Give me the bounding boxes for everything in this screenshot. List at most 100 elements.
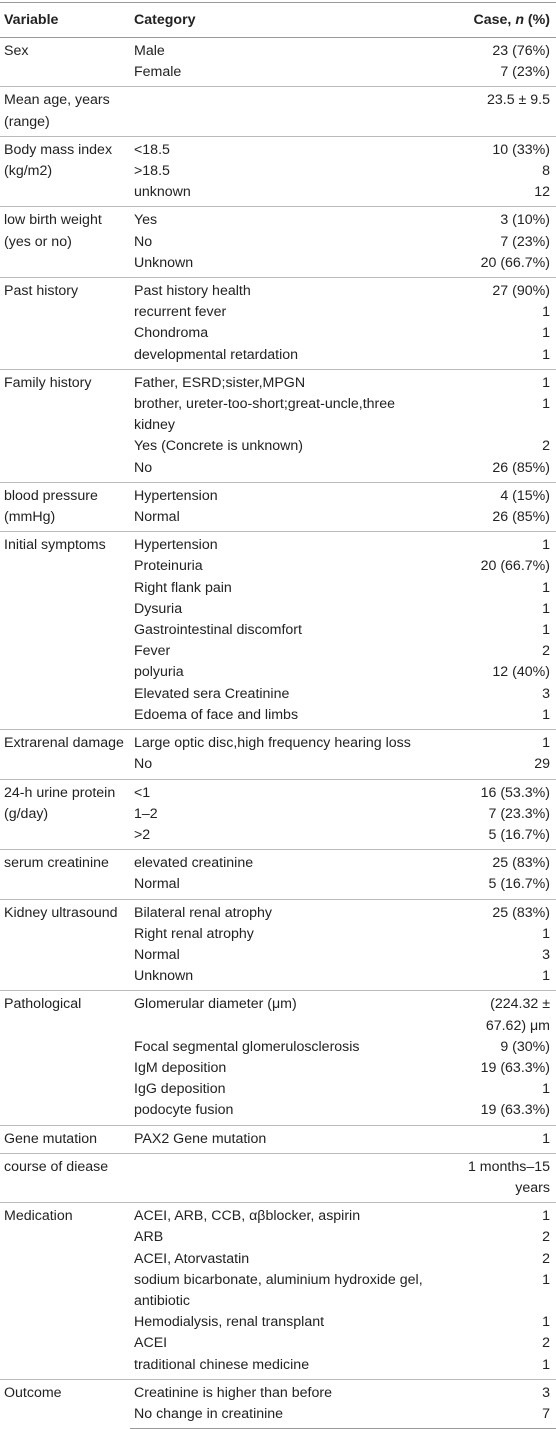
value-cell: 7 (23%): [500, 233, 550, 250]
category-cell: podocyte fusion: [134, 1102, 234, 1119]
category-cell: >2: [134, 826, 151, 843]
value-cell: 4 (15%): [442, 481, 556, 508]
category-cell: unknown: [134, 184, 191, 201]
variable-cell: course of diease: [0, 1152, 130, 1203]
value-cell: 1: [542, 706, 550, 723]
table-row: Fever 2: [0, 641, 556, 662]
table-row: No 7 (23%): [0, 232, 556, 253]
table-row: Body mass index (kg/m2) <18.5 10 (33%): [0, 135, 556, 207]
table-row: Hemodialysis, renal transplant 1: [0, 1312, 556, 1333]
table-row: Outcome Creatinine is higher than before 3: [0, 1378, 556, 1429]
header-text: Case,: [473, 12, 516, 28]
value-cell: 1: [442, 729, 556, 755]
table-row: Family history Father, ESRD;sister,MPGN 1: [0, 368, 556, 483]
table-row: course of diease 1 months–15 years: [0, 1152, 556, 1203]
table-row: Sex Male 23 (76%): [0, 36, 556, 87]
value-cell: (224.32 ± 67.62) μm: [442, 990, 556, 1037]
category-cell: developmental retardation: [134, 346, 299, 363]
variable-cell: Medication: [0, 1202, 130, 1380]
category-cell: Glomerular diameter (μm): [130, 990, 442, 1037]
table-row: developmental retardation 1: [0, 345, 556, 370]
category-cell: Right renal atrophy: [134, 925, 254, 942]
table-row: unknown 12: [0, 182, 556, 207]
variable-cell: Body mass index (kg/m2): [0, 135, 130, 207]
value-cell: 5 (16.7%): [488, 876, 550, 893]
table-row: Extrarenal damage Large optic disc,high f…: [0, 729, 556, 779]
table-row: recurrent fever 1: [0, 302, 556, 323]
value-cell: 1: [542, 1356, 550, 1373]
table-row: Initial symptoms Hypertension 1: [0, 531, 556, 730]
value-cell: 8: [542, 163, 550, 180]
category-cell: Hypertension: [130, 531, 442, 557]
variable-cell: 24-h urine protein (g/day): [0, 778, 130, 850]
value-cell: 1: [542, 304, 550, 321]
variable-cell: Gene mutation: [0, 1124, 130, 1154]
variable-cell: Pathological: [0, 990, 130, 1126]
header-row: Variable Category Case, n (%): [0, 2, 556, 38]
table-header: Variable Category Case, n (%): [0, 2, 556, 38]
table-row: Kidney ultrasound Bilateral renal atrophy…: [0, 898, 556, 991]
value-cell: 3 (10%): [442, 206, 556, 232]
category-cell: PAX2 Gene mutation: [130, 1124, 442, 1154]
value-cell: 16 (53.3%): [442, 778, 556, 804]
value-cell: 2: [542, 1229, 550, 1246]
header-cell: Variable: [0, 2, 130, 38]
category-cell: Right flank pain: [134, 579, 232, 596]
table-row: podocyte fusion 19 (63.3%): [0, 1100, 556, 1125]
table-row: ARB 2: [0, 1227, 556, 1248]
category-cell: No change in creatinine: [130, 1403, 442, 1429]
value-cell: 1: [542, 579, 550, 596]
category-cell: IgG deposition: [134, 1081, 226, 1098]
category-cell: Creatinine is higher than before: [130, 1378, 442, 1404]
value-cell: 25 (83%): [442, 898, 556, 924]
category-cell: [130, 86, 442, 137]
table-row: Normal 5 (16.7%): [0, 874, 556, 899]
table-row: ACEI, Atorvastatin 2: [0, 1249, 556, 1270]
category-cell: Unknown: [134, 968, 194, 985]
category-cell: Proteinuria: [134, 558, 203, 575]
value-cell: 1: [542, 1271, 550, 1288]
value-cell: 3: [442, 1378, 556, 1404]
category-cell: Fever: [134, 643, 171, 660]
value-cell: 25 (83%): [442, 849, 556, 875]
table-row: traditional chinese medicine 1: [0, 1355, 556, 1380]
table-row: serum creatinine elevated creatinine 25 (8…: [0, 849, 556, 900]
value-cell: 5 (16.7%): [488, 826, 550, 843]
value-cell: 1: [542, 600, 550, 617]
category-cell: Bilateral renal atrophy: [130, 898, 442, 924]
value-cell: 2: [542, 1335, 550, 1352]
variable-cell: Extrarenal damage: [0, 729, 130, 779]
table-row: IgM deposition 19 (63.3%): [0, 1058, 556, 1079]
category-cell: IgM deposition: [134, 1059, 227, 1076]
category-cell: elevated creatinine: [130, 849, 442, 875]
table-row: Elevated sera Creatinine 3: [0, 684, 556, 705]
category-cell: Dysuria: [134, 600, 183, 617]
category-cell: Female: [134, 64, 182, 81]
variable-cell: Family history: [0, 368, 130, 483]
value-cell: 9 (30%): [500, 1038, 550, 1055]
table-row: Pathological Glomerular diameter (μm) (224…: [0, 990, 556, 1126]
value-cell: 23 (76%): [442, 37, 556, 63]
value-cell: 3: [542, 685, 550, 702]
variable-cell: Kidney ultrasound: [0, 898, 130, 991]
variable-cell: blood pressure (mmHg): [0, 481, 130, 532]
table-row: Gastrointestinal discomfort 1: [0, 620, 556, 641]
table-row: Unknown 1: [0, 966, 556, 991]
value-cell: 12 (40%): [492, 664, 550, 681]
table-row: Edoema of face and limbs 1: [0, 705, 556, 730]
value-cell: 7 (23.3%): [488, 805, 550, 822]
table-row: low birth weight (yes or no) Yes 3 (10%): [0, 206, 556, 278]
category-cell: <1: [130, 778, 442, 804]
variable-cell: Past history: [0, 277, 130, 370]
value-cell: 20 (66.7%): [480, 558, 550, 575]
category-cell: Yes: [130, 206, 442, 232]
category-cell: ACEI: [134, 1335, 168, 1352]
category-cell: [130, 1152, 442, 1203]
variable-cell: low birth weight (yes or no): [0, 206, 130, 278]
table-row: Past history Past history health 27 (90%): [0, 277, 556, 370]
header-cell: Category: [130, 2, 442, 38]
table-body: Sex Male 23 (76%) Female 7 (23%) Mean age, ye…: [0, 36, 556, 1429]
category-cell: Normal: [134, 876, 180, 893]
